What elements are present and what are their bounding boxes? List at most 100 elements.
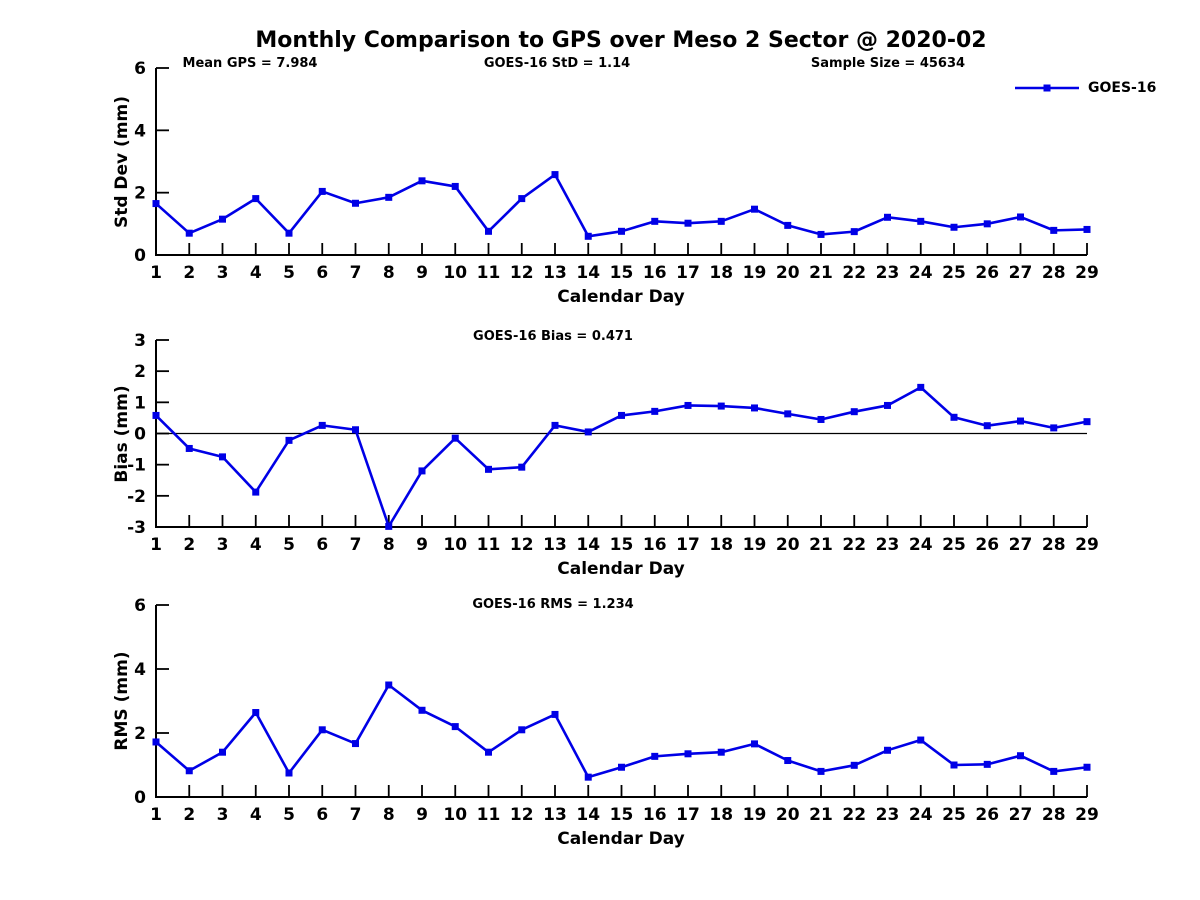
- data-point-marker: [618, 227, 625, 235]
- svg-text:2: 2: [134, 362, 146, 382]
- x-axis-label-calendar-day-2: Calendar Day: [557, 559, 685, 579]
- data-point-marker: [884, 401, 891, 409]
- data-point-marker: [751, 404, 758, 412]
- svg-text:13: 13: [543, 805, 567, 825]
- data-point-marker: [950, 223, 958, 231]
- data-point-marker: [684, 219, 692, 227]
- svg-text:19: 19: [743, 805, 767, 825]
- svg-text:7: 7: [350, 535, 362, 555]
- svg-text:1: 1: [134, 393, 146, 413]
- data-point-marker: [751, 740, 758, 748]
- data-point-marker: [518, 726, 526, 734]
- data-point-marker: [252, 195, 260, 203]
- svg-text:13: 13: [543, 535, 567, 555]
- data-point-marker: [352, 740, 359, 748]
- data-point-marker: [983, 422, 991, 430]
- svg-text:23: 23: [876, 535, 900, 555]
- data-point-marker: [917, 217, 925, 225]
- annotation-sample-size: Sample Size = 45634: [810, 56, 966, 71]
- svg-text:12: 12: [510, 535, 534, 555]
- data-point-marker: [318, 421, 326, 429]
- svg-text:25: 25: [942, 805, 966, 825]
- svg-text:-2: -2: [127, 487, 146, 507]
- data-point-marker: [850, 408, 858, 416]
- svg-text:20: 20: [776, 535, 800, 555]
- data-point-marker: [451, 723, 459, 731]
- data-point-marker: [584, 773, 592, 781]
- data-point-marker: [1017, 752, 1024, 760]
- data-point-marker: [884, 213, 891, 221]
- svg-text:11: 11: [477, 805, 501, 825]
- y-axis-label-std-dev: Std Dev (mm): [112, 95, 132, 229]
- data-point-marker: [584, 232, 592, 240]
- svg-text:2: 2: [183, 535, 195, 555]
- data-point-marker: [418, 706, 426, 714]
- svg-text:26: 26: [975, 805, 999, 825]
- data-point-marker: [485, 748, 492, 756]
- data-point-marker: [784, 221, 792, 229]
- data-point-marker: [518, 195, 526, 203]
- data-point-marker: [1083, 225, 1091, 233]
- svg-text:17: 17: [676, 805, 700, 825]
- svg-text:22: 22: [842, 263, 866, 283]
- svg-text:14: 14: [576, 805, 600, 825]
- data-point-marker: [684, 750, 692, 758]
- data-point-marker: [485, 465, 492, 473]
- svg-text:12: 12: [510, 805, 534, 825]
- svg-text:2: 2: [134, 724, 146, 744]
- data-point-marker: [318, 726, 326, 734]
- svg-text:1: 1: [150, 263, 162, 283]
- series-line-rms-panel: [154, 683, 1089, 779]
- annotation-goes16-std: GOES-16 StD = 1.14: [483, 56, 631, 71]
- svg-text:22: 22: [842, 535, 866, 555]
- svg-text:4: 4: [250, 805, 262, 825]
- svg-text:4: 4: [134, 660, 146, 680]
- data-point-marker: [1050, 424, 1058, 432]
- svg-text:16: 16: [643, 263, 667, 283]
- data-point-marker: [385, 522, 393, 530]
- svg-text:0: 0: [134, 788, 146, 808]
- svg-text:15: 15: [610, 535, 634, 555]
- data-point-marker: [285, 769, 293, 777]
- svg-text:5: 5: [283, 805, 295, 825]
- svg-text:14: 14: [576, 263, 600, 283]
- svg-text:28: 28: [1042, 805, 1066, 825]
- svg-text:10: 10: [443, 535, 467, 555]
- data-point-marker: [817, 230, 825, 238]
- svg-text:26: 26: [975, 263, 999, 283]
- data-point-marker: [950, 413, 958, 421]
- svg-text:28: 28: [1042, 535, 1066, 555]
- data-point-marker: [1050, 767, 1058, 775]
- data-point-marker: [551, 171, 559, 179]
- svg-text:21: 21: [809, 805, 833, 825]
- data-point-marker: [285, 229, 293, 237]
- svg-text:9: 9: [416, 263, 428, 283]
- svg-text:29: 29: [1075, 805, 1099, 825]
- data-point-marker: [352, 199, 359, 207]
- data-point-marker: [884, 746, 891, 754]
- data-point-marker: [784, 410, 792, 418]
- svg-text:25: 25: [942, 535, 966, 555]
- data-point-marker: [185, 229, 193, 237]
- svg-text:3: 3: [217, 805, 229, 825]
- data-point-marker: [817, 767, 825, 775]
- svg-text:15: 15: [610, 263, 634, 283]
- svg-text:26: 26: [975, 535, 999, 555]
- svg-text:-1: -1: [127, 456, 146, 476]
- svg-text:24: 24: [909, 805, 933, 825]
- svg-text:7: 7: [350, 805, 362, 825]
- svg-text:4: 4: [250, 263, 262, 283]
- svg-text:6: 6: [316, 263, 328, 283]
- svg-text:6: 6: [134, 596, 146, 616]
- data-point-marker: [684, 401, 692, 409]
- data-point-marker: [551, 421, 559, 429]
- data-point-marker: [618, 411, 625, 419]
- svg-text:6: 6: [316, 535, 328, 555]
- svg-text:8: 8: [383, 263, 395, 283]
- svg-text:18: 18: [709, 263, 733, 283]
- svg-text:27: 27: [1009, 263, 1033, 283]
- data-point-marker: [651, 752, 659, 760]
- svg-text:9: 9: [416, 535, 428, 555]
- data-point-marker: [185, 767, 193, 775]
